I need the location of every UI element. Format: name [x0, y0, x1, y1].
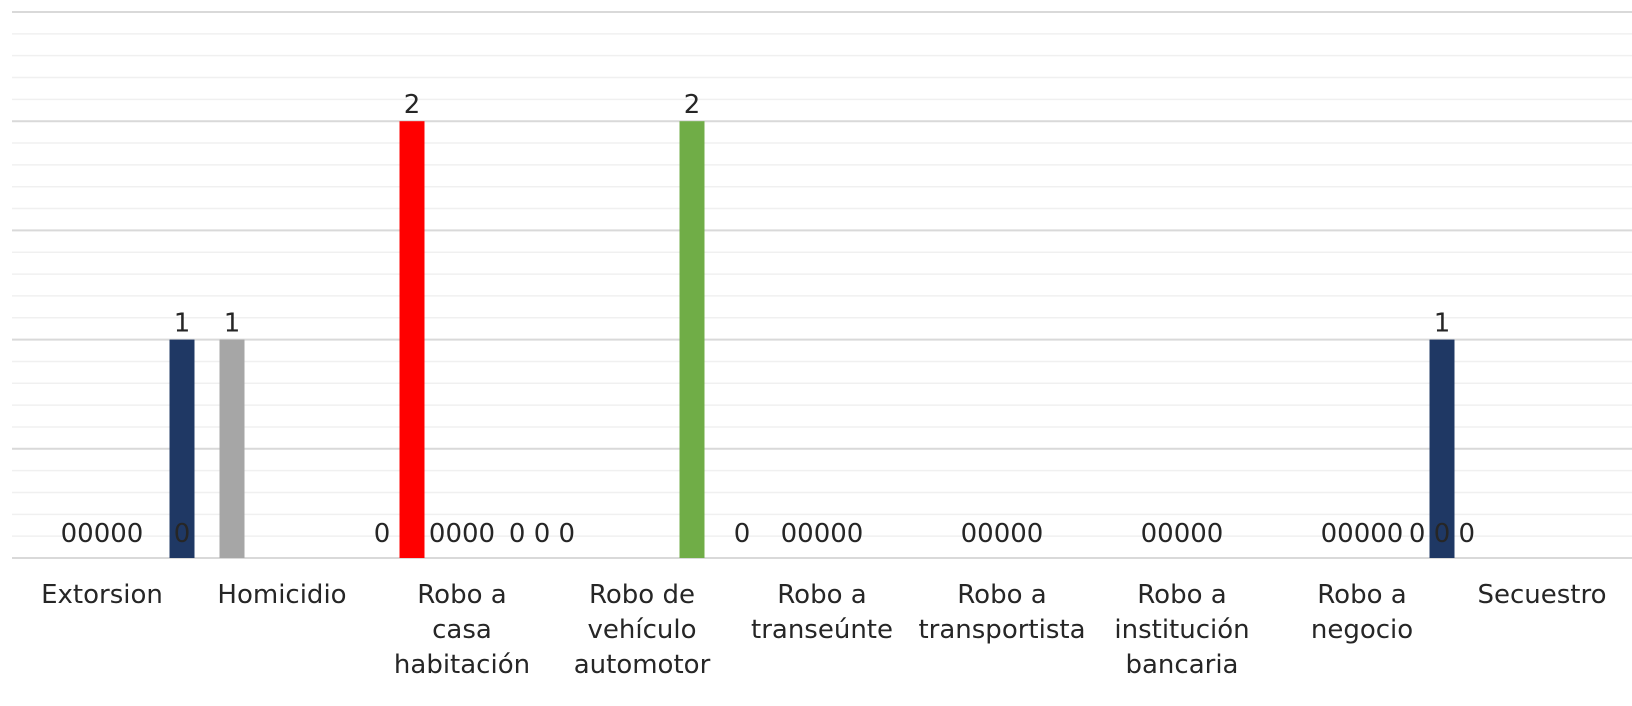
bar: [399, 121, 425, 558]
zero-value-label: 00000: [1141, 519, 1224, 549]
zero-value-label: 00000: [961, 519, 1044, 549]
bars: [169, 121, 1455, 558]
bar-value-label: 2: [684, 90, 701, 120]
category-label: Robo a casa habitación: [394, 580, 530, 680]
category-label: Robo a transportista: [918, 580, 1085, 645]
category-labels: Extorsion Homicidio Robo a casa habitación Ro…: [41, 580, 1606, 680]
category-label: Secuestro: [1477, 580, 1606, 610]
zero-value-label: 00000: [61, 519, 144, 549]
zero-value-label: 0000: [429, 519, 495, 549]
bar-value-label: 2: [404, 90, 421, 120]
zero-value-label: 0 0 0: [509, 519, 575, 549]
bar: [679, 121, 705, 558]
bar-value-label: 1: [1434, 309, 1451, 339]
zero-value-label: 0 0 0: [1409, 519, 1475, 549]
zero-value-label: 0: [174, 519, 191, 549]
bar-value-label: 1: [174, 309, 191, 339]
category-label: Robo de vehículo automotor: [574, 580, 711, 680]
category-label: Robo a transeúnte: [751, 580, 893, 645]
category-label: Homicidio: [217, 580, 346, 610]
bar: [1429, 339, 1455, 558]
category-label: Extorsion: [41, 580, 163, 610]
zero-value-label: 0: [374, 519, 391, 549]
bar: [219, 339, 245, 558]
zero-value-label: 00000: [781, 519, 864, 549]
bar: [169, 339, 195, 558]
gridlines: [12, 11, 1632, 559]
bar-value-label: 1: [224, 309, 241, 339]
category-label: Robo a institución bancaria: [1114, 580, 1249, 680]
zero-value-label: 0: [734, 519, 751, 549]
zero-value-label: 00000: [1321, 519, 1404, 549]
category-label: Robo a negocio: [1311, 580, 1413, 645]
